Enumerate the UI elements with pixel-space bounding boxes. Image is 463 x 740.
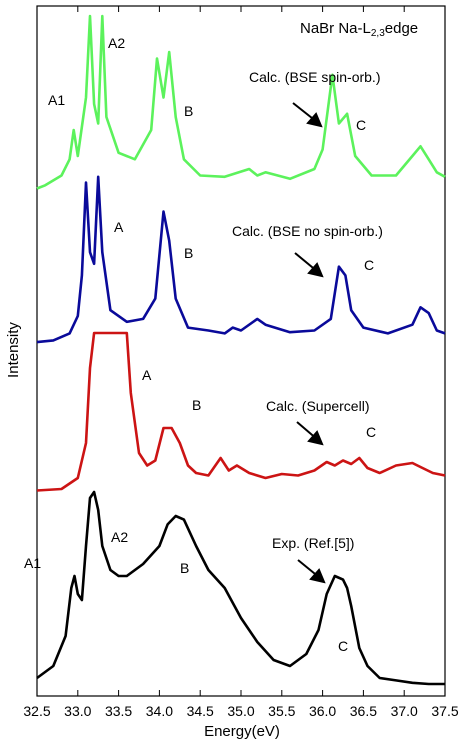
arrow-head [307,262,324,278]
series-lines [36,14,446,686]
x-tick-label: 33.5 [105,703,132,719]
x-tick-label: 36.5 [350,703,377,719]
peak-label-b: B [180,560,189,576]
x-axis-label: Energy(eV) [204,723,280,740]
peak-label-c: C [338,638,348,654]
peak-label-c: C [356,117,366,133]
series-line-0 [36,14,446,190]
x-tick-label: 35.0 [227,703,254,719]
chart-title: NaBr Na-L2,3edge [300,20,418,39]
series-line-3 [36,490,445,686]
peak-label-a1: A1 [24,555,41,571]
arrow-head [306,112,323,128]
series-line-2 [36,331,446,492]
peak-label-a2: A2 [108,35,125,51]
peak-label-c: C [364,257,374,273]
x-tick-label: 36.0 [309,703,336,719]
peak-label-b: B [184,103,193,119]
series-label-bse-spin-orb: Calc. (BSE spin-orb.) [249,69,380,85]
series-line-1 [36,175,446,344]
x-tick-label: 33.0 [64,703,91,719]
x-axis-ticks: 32.5 33.0 33.5 34.0 34.5 35.0 35.5 36.0 36.5 37.0… [23,6,459,719]
annotation-arrows [292,102,326,584]
peak-label-b: B [184,245,193,261]
x-tick-label: 34.5 [187,703,214,719]
x-tick-label: 37.0 [391,703,418,719]
peak-label-a2: A2 [111,529,128,545]
x-tick-label: 34.0 [146,703,173,719]
series-label-exp: Exp. (Ref.[5]) [272,535,354,551]
peak-label-a1: A1 [48,92,65,108]
x-tick-label: 37.5 [431,703,458,719]
arrow-head [307,430,324,446]
x-tick-label: 35.5 [268,703,295,719]
y-axis-label: Intensity [5,322,22,378]
peak-label-a: A [142,367,152,383]
peak-label-b: B [192,397,201,413]
arrow-head [309,568,326,584]
x-tick-label: 32.5 [23,703,50,719]
series-label-supercell: Calc. (Supercell) [266,398,369,414]
series-label-bse-no-spin-orb: Calc. (BSE no spin-orb.) [232,223,383,239]
peak-label-a: A [114,219,124,235]
peak-label-c: C [366,424,376,440]
